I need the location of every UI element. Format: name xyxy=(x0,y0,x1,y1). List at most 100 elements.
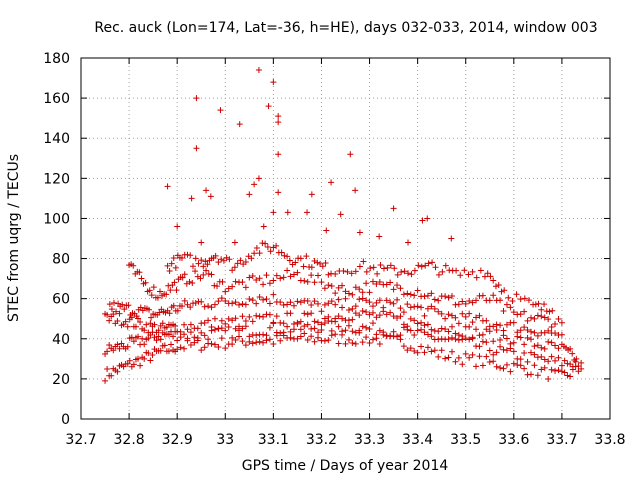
data-point xyxy=(534,372,541,379)
data-point xyxy=(218,335,225,342)
x-tick-label: 33.4 xyxy=(402,432,433,448)
data-point xyxy=(166,268,173,275)
data-point xyxy=(135,355,142,362)
data-point xyxy=(225,315,232,322)
data-point xyxy=(222,327,229,334)
data-point xyxy=(521,295,528,302)
data-point xyxy=(232,325,239,332)
data-point xyxy=(400,321,407,328)
data-point xyxy=(404,323,411,330)
data-point xyxy=(110,311,117,318)
data-point xyxy=(242,259,249,266)
data-point xyxy=(561,357,568,364)
data-point xyxy=(363,308,370,315)
data-point xyxy=(366,299,373,306)
data-point xyxy=(124,323,131,330)
data-point xyxy=(493,349,500,356)
data-point xyxy=(287,273,294,280)
data-point xyxy=(260,331,267,338)
data-point xyxy=(366,325,373,332)
data-point xyxy=(411,331,418,338)
data-point-outlier xyxy=(203,187,210,194)
data-point xyxy=(197,275,204,282)
data-point xyxy=(492,283,499,290)
data-point xyxy=(509,297,516,304)
data-point xyxy=(181,271,188,278)
data-point xyxy=(308,264,315,271)
data-point xyxy=(102,377,109,384)
data-point xyxy=(198,329,205,336)
data-point xyxy=(414,320,421,327)
data-point xyxy=(394,282,401,289)
data-point xyxy=(345,322,352,329)
data-point xyxy=(223,254,230,261)
data-point xyxy=(376,297,383,304)
data-point xyxy=(517,311,524,318)
data-point xyxy=(421,322,428,329)
data-point xyxy=(236,333,243,340)
data-point xyxy=(352,303,359,310)
data-point xyxy=(545,327,552,334)
data-point xyxy=(383,297,390,304)
data-point xyxy=(411,317,418,324)
data-point xyxy=(281,252,288,259)
data-point xyxy=(339,282,346,289)
data-point xyxy=(181,297,188,304)
y-tick-label: 80 xyxy=(52,252,70,268)
data-point xyxy=(242,318,249,325)
data-point xyxy=(277,330,284,337)
data-point xyxy=(104,348,111,355)
data-point xyxy=(156,309,163,316)
data-point xyxy=(301,323,308,330)
data-point xyxy=(314,259,321,266)
data-point xyxy=(132,323,139,330)
data-point xyxy=(455,301,462,308)
data-point xyxy=(538,306,545,313)
data-point xyxy=(200,263,207,270)
data-point xyxy=(203,267,210,274)
data-point xyxy=(545,316,552,323)
data-point xyxy=(500,327,507,334)
y-tick-label: 60 xyxy=(52,292,70,308)
y-tick-label: 20 xyxy=(52,372,70,388)
data-point xyxy=(418,319,425,326)
data-point xyxy=(483,339,490,346)
data-point xyxy=(479,292,486,299)
data-point xyxy=(246,295,253,302)
data-point xyxy=(318,321,325,328)
data-point xyxy=(366,289,373,296)
data-point xyxy=(469,351,476,358)
data-point xyxy=(531,315,538,322)
data-point xyxy=(229,334,236,341)
data-point xyxy=(455,354,462,361)
x-tick-label: 32.8 xyxy=(114,432,145,448)
data-point-outlier xyxy=(217,107,224,114)
data-point xyxy=(407,291,414,298)
data-point xyxy=(328,318,335,325)
data-point xyxy=(166,310,173,317)
data-point xyxy=(466,323,473,330)
data-point xyxy=(552,342,559,349)
data-point xyxy=(500,365,507,372)
data-point xyxy=(215,298,222,305)
data-point-outlier xyxy=(255,67,262,74)
data-point xyxy=(301,330,308,337)
data-point-outlier xyxy=(193,95,200,102)
data-point xyxy=(397,305,404,312)
data-point xyxy=(418,263,425,270)
data-point xyxy=(108,372,115,379)
data-point xyxy=(321,301,328,308)
data-point xyxy=(294,298,301,305)
data-point xyxy=(181,321,188,328)
data-point xyxy=(363,324,370,331)
data-point xyxy=(398,268,405,275)
data-point xyxy=(328,327,335,334)
data-point xyxy=(531,343,538,350)
data-point xyxy=(136,269,143,276)
data-point xyxy=(332,271,339,278)
data-point xyxy=(263,272,270,279)
data-point-outlier xyxy=(390,205,397,212)
data-point xyxy=(116,345,123,352)
data-point xyxy=(493,363,500,370)
data-point xyxy=(367,265,374,272)
